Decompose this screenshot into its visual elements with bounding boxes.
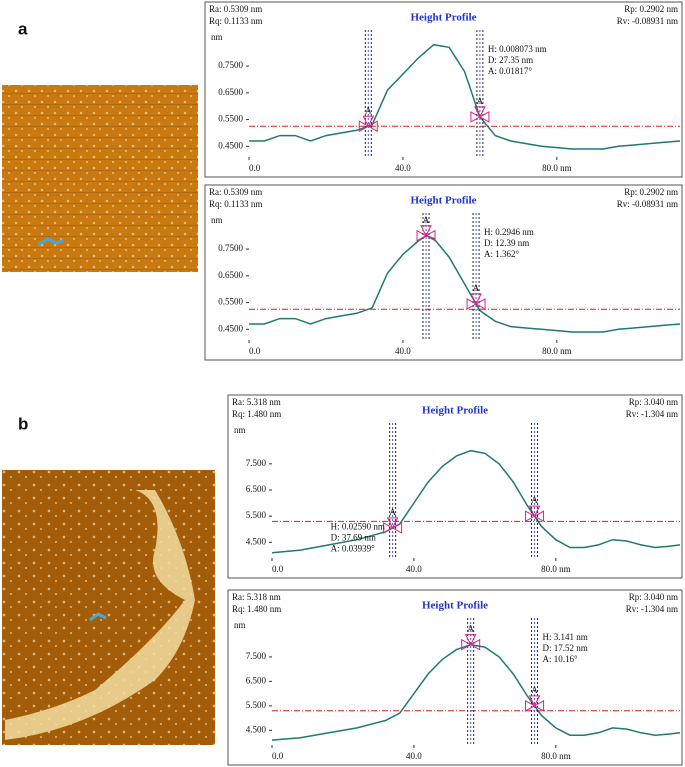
cursor-marker xyxy=(416,225,436,242)
stat: Rv: -1.304 nm xyxy=(626,604,678,614)
y-tick-label: 4.500 xyxy=(246,536,267,546)
cursor-label: A xyxy=(531,495,538,505)
stat: Ra: 5.318 nm xyxy=(232,592,281,602)
y-tick-label: 5.500 xyxy=(246,700,267,710)
y-axis-label: nm xyxy=(234,620,246,630)
cursor-marker xyxy=(470,106,490,123)
annotation: A: 0.01817° xyxy=(488,66,532,76)
profile-line xyxy=(249,234,681,333)
x-tick-label: 80.0 nm xyxy=(541,751,571,761)
annotation: D: 27.35 nm xyxy=(488,55,533,65)
y-tick-label: 0.5500 xyxy=(218,114,243,124)
stat: Rq: 0.1133 nm xyxy=(209,16,262,26)
x-tick-label: 80.0 nm xyxy=(542,163,572,173)
chart-frame xyxy=(204,1,683,178)
cursor-marker xyxy=(461,634,481,651)
y-tick-label: 6.500 xyxy=(246,675,267,685)
y-tick-label: 5.500 xyxy=(246,510,267,520)
chart-title: Height Profile xyxy=(422,600,488,612)
cursor-label: A xyxy=(423,215,430,225)
panel-label: b xyxy=(18,414,28,433)
annotation: H: 3.141 nm xyxy=(543,632,588,642)
chart-title: Height Profile xyxy=(410,12,476,24)
stat: Rp: 3.040 nm xyxy=(629,397,678,407)
y-axis-label: nm xyxy=(234,425,246,435)
stat: Rp: 0.2902 nm xyxy=(624,4,678,14)
chart-title: Height Profile xyxy=(422,405,488,417)
stat: Ra: 5.318 nm xyxy=(232,397,281,407)
cursor-label: A xyxy=(467,624,474,634)
y-axis-label: nm xyxy=(211,32,223,42)
y-tick-label: 7.500 xyxy=(246,651,267,661)
cursor-label: A xyxy=(473,283,480,293)
annotation: D: 12.39 nm xyxy=(484,238,529,248)
cursor-label: A xyxy=(365,105,372,115)
panel-label: a xyxy=(18,19,28,38)
stat: Rp: 3.040 nm xyxy=(629,592,678,602)
stat: Ra: 0.5309 nm xyxy=(209,4,262,14)
stat: Rv: -0.08931 nm xyxy=(617,16,678,26)
annotation: H: 0.2946 nm xyxy=(484,227,534,237)
y-tick-label: 0.6500 xyxy=(218,87,243,97)
chart-frame xyxy=(227,394,683,579)
cursor-marker xyxy=(525,505,545,522)
stat: Rv: -0.08931 nm xyxy=(617,199,678,209)
annotation: H: 0.02590 nm xyxy=(331,521,385,531)
cursor-label: A xyxy=(389,507,396,517)
annotation: D: 17.52 nm xyxy=(543,643,588,653)
y-axis-label: nm xyxy=(211,215,223,225)
profile-line xyxy=(271,643,681,741)
x-tick-label: 0.0 xyxy=(272,564,284,574)
stat: Rq: 0.1133 nm xyxy=(209,199,262,209)
x-tick-label: 0.0 xyxy=(272,751,284,761)
y-tick-label: 4.500 xyxy=(246,724,267,734)
cursor-marker xyxy=(466,293,486,310)
annotation: H: 0.008073 nm xyxy=(488,44,547,54)
y-tick-label: 0.7500 xyxy=(218,243,243,253)
y-tick-label: 0.4500 xyxy=(218,323,243,333)
y-tick-label: 7.500 xyxy=(246,458,267,468)
profile-line xyxy=(249,43,681,150)
y-tick-label: 6.500 xyxy=(246,484,267,494)
y-tick-label: 0.4500 xyxy=(218,140,243,150)
stat: Rq: 1.480 nm xyxy=(232,604,281,614)
cursor-marker xyxy=(383,517,403,534)
x-tick-label: 0.0 xyxy=(249,163,261,173)
cursor-marker xyxy=(358,115,378,133)
stat: Rv: -1.304 nm xyxy=(626,409,678,419)
cursor-label: A xyxy=(477,96,484,106)
x-tick-label: 0.0 xyxy=(249,346,261,356)
y-tick-label: 0.6500 xyxy=(218,270,243,280)
stat: Rp: 0.2902 nm xyxy=(624,187,678,197)
afm-image xyxy=(2,470,215,745)
cursor-label: A xyxy=(531,685,538,695)
chart-frame xyxy=(227,589,683,766)
x-tick-label: 80.0 nm xyxy=(542,346,572,356)
cursor-marker xyxy=(525,695,545,712)
x-tick-label: 40.0 xyxy=(395,346,411,356)
x-tick-label: 80.0 nm xyxy=(541,564,571,574)
stat: Rq: 1.480 nm xyxy=(232,409,281,419)
annotation: A: 1.362° xyxy=(484,249,520,259)
chart-frame xyxy=(204,184,683,361)
annotation: A: 10.16° xyxy=(543,654,579,664)
y-tick-label: 0.5500 xyxy=(218,297,243,307)
afm-image xyxy=(2,85,198,272)
y-tick-label: 0.7500 xyxy=(218,60,243,70)
stat: Ra: 0.5309 nm xyxy=(209,187,262,197)
annotation: D: 37.69 nm xyxy=(331,532,376,542)
x-tick-label: 40.0 xyxy=(406,564,422,574)
chart-title: Height Profile xyxy=(410,195,476,207)
annotation: A: 0.03939° xyxy=(331,543,376,553)
x-tick-label: 40.0 xyxy=(406,751,422,761)
x-tick-label: 40.0 xyxy=(395,163,411,173)
